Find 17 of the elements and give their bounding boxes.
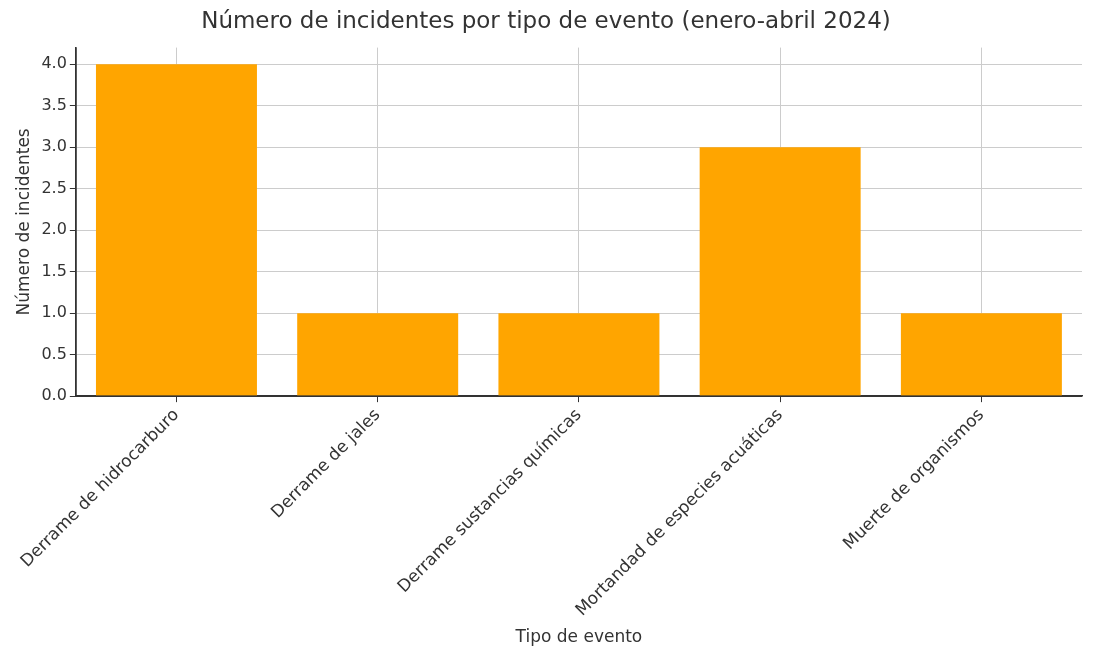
- chart-title: Número de incidentes por tipo de evento (enero-abril 2024): [201, 6, 891, 33]
- bar: [95, 64, 257, 396]
- bar: [297, 313, 459, 396]
- y-tick-label: 4.0: [41, 53, 67, 73]
- y-tick-label: 1.0: [41, 302, 67, 322]
- x-axis-title: Tipo de evento: [514, 626, 643, 647]
- y-tick-label: 0.0: [41, 385, 67, 405]
- bar: [498, 313, 660, 396]
- y-tick-label: 2.0: [41, 219, 67, 239]
- y-tick-label: 2.5: [41, 177, 67, 197]
- bar: [699, 147, 861, 396]
- bar: [900, 313, 1062, 396]
- y-tick-label: 3.0: [41, 136, 67, 156]
- y-tick-label: 1.5: [41, 260, 67, 280]
- y-tick-label: 0.5: [41, 343, 67, 363]
- y-tick-label: 3.5: [41, 94, 67, 114]
- y-axis-title: Número de incidentes: [12, 128, 33, 316]
